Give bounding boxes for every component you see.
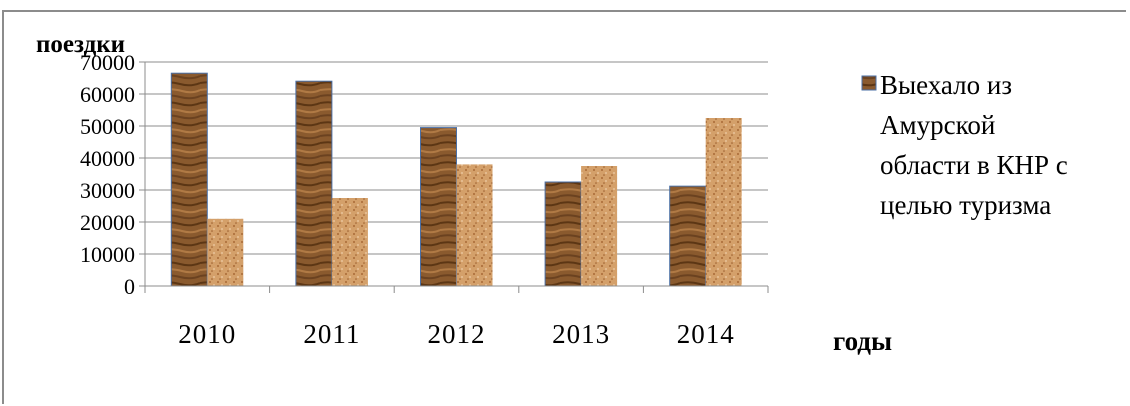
bar-2013-series-1 xyxy=(544,181,582,287)
bar-2010-series-1 xyxy=(170,72,208,287)
legend-line-1: Выехало из xyxy=(880,70,1012,100)
chart-frame xyxy=(2,10,1126,404)
y-tick-label: 20000 xyxy=(80,210,135,235)
legend-line-4: целью туризма xyxy=(880,190,1051,220)
bar-2011-series-1 xyxy=(295,80,333,287)
x-axis-categories: 2010 2011 2012 2013 2014 xyxy=(178,319,735,349)
y-tick-label: 30000 xyxy=(80,178,135,203)
legend-line-3: области в КНР с xyxy=(880,150,1068,180)
bar-2012-series-2 xyxy=(456,164,493,286)
y-tick-label: 70000 xyxy=(80,50,135,75)
bar-2011-series-2 xyxy=(331,198,368,286)
y-tick-label: 10000 xyxy=(80,242,135,267)
x-tick-label: 2013 xyxy=(552,319,610,349)
bar-2010-series-2 xyxy=(207,218,244,286)
x-axis-label: годы xyxy=(833,326,892,356)
y-tick-label: 60000 xyxy=(80,82,135,107)
legend-line-2: Амурской xyxy=(880,110,995,140)
x-tick-label: 2010 xyxy=(178,319,236,349)
x-tick-label: 2011 xyxy=(303,319,360,349)
y-axis-label: поездки xyxy=(36,31,125,58)
y-tick-label: 50000 xyxy=(80,114,135,139)
axes xyxy=(144,62,769,293)
y-tick-label: 40000 xyxy=(80,146,135,171)
legend: Выехало из Амурской области в КНР с цель… xyxy=(861,70,1068,220)
bar-2014-series-2 xyxy=(705,118,742,286)
bar-2013-series-2 xyxy=(581,166,618,286)
x-tick-label: 2012 xyxy=(428,319,486,349)
legend-swatch xyxy=(861,75,877,91)
y-tick-label: 0 xyxy=(124,274,135,299)
y-axis-ticks: 70000 60000 50000 40000 30000 20000 10000 0 xyxy=(80,50,135,299)
x-tick-label: 2014 xyxy=(677,319,735,349)
bar-2014-series-1 xyxy=(669,185,707,287)
bar-2012-series-1 xyxy=(420,127,457,287)
